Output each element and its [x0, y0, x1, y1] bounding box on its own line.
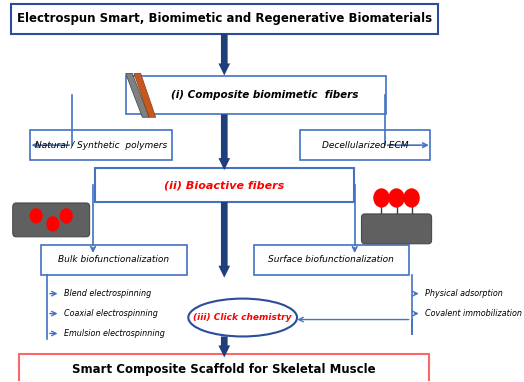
FancyBboxPatch shape: [300, 130, 430, 160]
Text: (i) Composite biomimetic  fibers: (i) Composite biomimetic fibers: [171, 91, 358, 100]
Circle shape: [389, 189, 404, 207]
Polygon shape: [219, 114, 230, 170]
Text: (iii) Click chemistry: (iii) Click chemistry: [193, 313, 292, 322]
Circle shape: [374, 189, 389, 207]
Text: Blend electrospinning: Blend electrospinning: [64, 289, 151, 298]
Text: Covalent immobilization: Covalent immobilization: [425, 309, 522, 318]
FancyBboxPatch shape: [95, 168, 354, 202]
Text: Bulk biofunctionalization: Bulk biofunctionalization: [58, 255, 169, 264]
FancyBboxPatch shape: [254, 245, 409, 275]
Text: Physical adsorption: Physical adsorption: [425, 289, 503, 298]
Circle shape: [60, 209, 72, 223]
FancyBboxPatch shape: [19, 354, 429, 382]
Circle shape: [47, 217, 59, 231]
FancyBboxPatch shape: [362, 214, 432, 244]
Polygon shape: [219, 337, 230, 358]
FancyBboxPatch shape: [30, 130, 172, 160]
Text: Surface biofunctionalization: Surface biofunctionalization: [268, 255, 394, 264]
Polygon shape: [219, 202, 230, 278]
Polygon shape: [219, 34, 230, 75]
Text: (ii) Bioactive fibers: (ii) Bioactive fibers: [164, 180, 285, 190]
Text: Natural / Synthetic  polymers: Natural / Synthetic polymers: [35, 141, 168, 150]
Text: Smart Composite Scaffold for Skeletal Muscle: Smart Composite Scaffold for Skeletal Mu…: [72, 363, 376, 376]
Circle shape: [30, 209, 42, 223]
Text: Coaxial electrospinning: Coaxial electrospinning: [64, 309, 158, 318]
Ellipse shape: [188, 299, 297, 337]
FancyBboxPatch shape: [11, 4, 438, 34]
FancyBboxPatch shape: [41, 245, 187, 275]
Polygon shape: [134, 73, 156, 117]
Polygon shape: [126, 73, 149, 117]
FancyBboxPatch shape: [13, 203, 90, 237]
Text: Emulsion electrospinning: Emulsion electrospinning: [64, 329, 165, 338]
Circle shape: [404, 189, 419, 207]
Text: Electrospun Smart, Biomimetic and Regenerative Biomaterials: Electrospun Smart, Biomimetic and Regene…: [17, 12, 432, 25]
FancyBboxPatch shape: [126, 76, 386, 114]
Text: Decellularized ECM: Decellularized ECM: [322, 141, 408, 150]
